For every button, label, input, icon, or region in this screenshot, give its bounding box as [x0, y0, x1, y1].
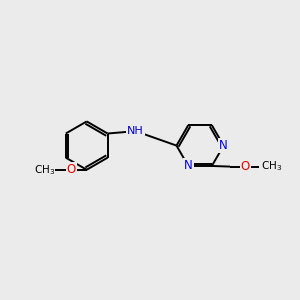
Text: O: O: [67, 163, 76, 176]
Text: NH: NH: [127, 126, 144, 136]
Text: N: N: [219, 139, 228, 152]
Text: N: N: [184, 160, 193, 172]
Text: NH: NH: [127, 126, 144, 136]
Text: O: O: [241, 160, 250, 173]
Text: N: N: [219, 139, 228, 152]
Text: CH$_3$: CH$_3$: [34, 163, 55, 177]
Text: O: O: [67, 163, 76, 176]
Text: CH$_3$: CH$_3$: [261, 160, 282, 173]
Text: N: N: [184, 160, 193, 172]
Text: O: O: [241, 160, 250, 173]
